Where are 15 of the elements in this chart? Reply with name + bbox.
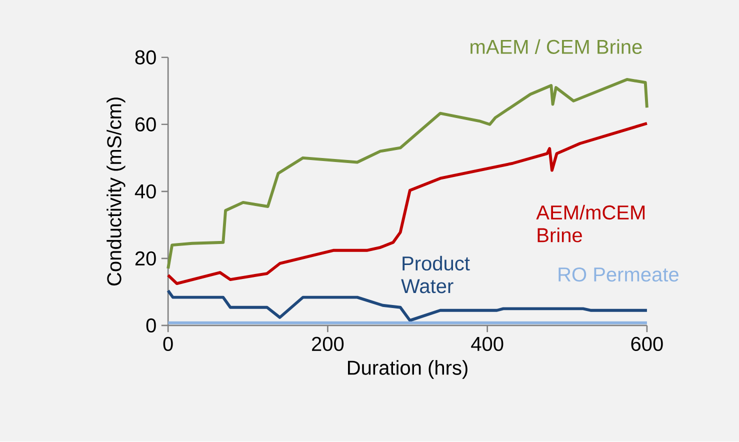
x-tick-label: 600 [631, 337, 663, 352]
y-tick-label: 40 [134, 184, 156, 199]
text: RO Permeate [558, 268, 678, 282]
y-tick-label: 60 [135, 118, 156, 132]
y-axis-title: Conductivity (mS/cm) [106, 98, 126, 286]
x-axis-title: Duration (hrs) [348, 360, 468, 380]
y-tick-label: 20 [135, 252, 156, 266]
series-label: Product Water [401, 256, 470, 294]
series-label: AEM/mCEM Brine [536, 205, 645, 242]
x-tick-label: 200 [312, 337, 344, 352]
y-tick-label: 80 [135, 50, 156, 65]
series-label: mAEM / CEM Brine [470, 40, 642, 54]
y-tick-label: 0 [146, 318, 156, 333]
x-tick-label: 0 [163, 337, 173, 352]
x-tick-label: 400 [471, 337, 504, 352]
